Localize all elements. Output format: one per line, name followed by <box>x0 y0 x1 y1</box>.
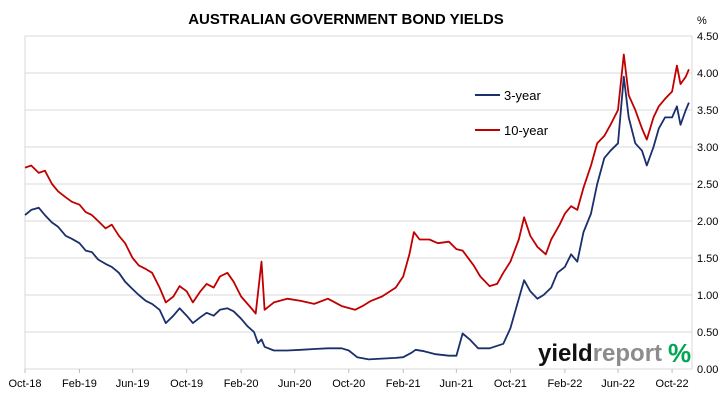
x-axis-ticks: Oct-18 Feb-19 Jun-19 Oct-19 Feb-20 Jun-20 Oct-… <box>8 369 689 390</box>
y-tick-label: 1.00 <box>697 290 718 302</box>
series-line-10-year <box>24 53 690 315</box>
series-lines <box>24 53 690 361</box>
y-tick-label: 4.50 <box>697 31 718 43</box>
legend: 3-year 10-year <box>475 88 549 138</box>
y-tick-label: 0.50 <box>697 327 718 339</box>
y-tick-label: 2.00 <box>697 216 718 228</box>
x-tick-label: Jun-19 <box>116 378 150 390</box>
x-tick-label: Jun-22 <box>601 378 635 390</box>
x-tick-label: Oct-19 <box>170 378 203 390</box>
y-axis-ticks: 0.00 0.50 1.00 1.50 2.00 2.50 3.00 3.50 4.00 4.50 <box>697 31 718 376</box>
series-line-3-year <box>24 75 690 361</box>
logo-text: yieldreport <box>538 340 662 367</box>
gridlines <box>25 35 692 333</box>
y-tick-label: 4.00 <box>697 68 718 80</box>
y-tick-label: 3.50 <box>697 105 718 117</box>
legend-label-3-year: 3-year <box>504 88 542 103</box>
y-tick-label: 0.00 <box>697 364 718 376</box>
legend-label-10-year: 10-year <box>504 123 549 138</box>
plot-area <box>24 35 693 370</box>
y-axis-unit: % <box>697 15 707 27</box>
chart-title: AUSTRALIAN GOVERNMENT BOND YIELDS <box>188 11 504 28</box>
x-tick-label: Oct-21 <box>494 378 527 390</box>
x-tick-label: Feb-19 <box>62 378 97 390</box>
x-tick-label: Feb-22 <box>547 378 582 390</box>
logo-part-yield: yield <box>538 340 593 367</box>
x-tick-label: Jun-20 <box>278 378 312 390</box>
x-tick-label: Oct-22 <box>656 378 689 390</box>
yieldreport-logo: yieldreport % <box>538 338 691 368</box>
y-tick-label: 2.50 <box>697 179 718 191</box>
x-tick-label: Oct-18 <box>8 378 41 390</box>
y-tick-label: 1.50 <box>697 253 718 265</box>
y-tick-label: 3.00 <box>697 142 718 154</box>
x-tick-label: Feb-20 <box>224 378 259 390</box>
logo-percent-mark: % <box>668 338 691 368</box>
logo-part-report: report <box>593 340 662 367</box>
x-tick-label: Oct-20 <box>332 378 365 390</box>
x-tick-label: Jun-21 <box>440 378 474 390</box>
x-tick-label: Feb-21 <box>386 378 421 390</box>
